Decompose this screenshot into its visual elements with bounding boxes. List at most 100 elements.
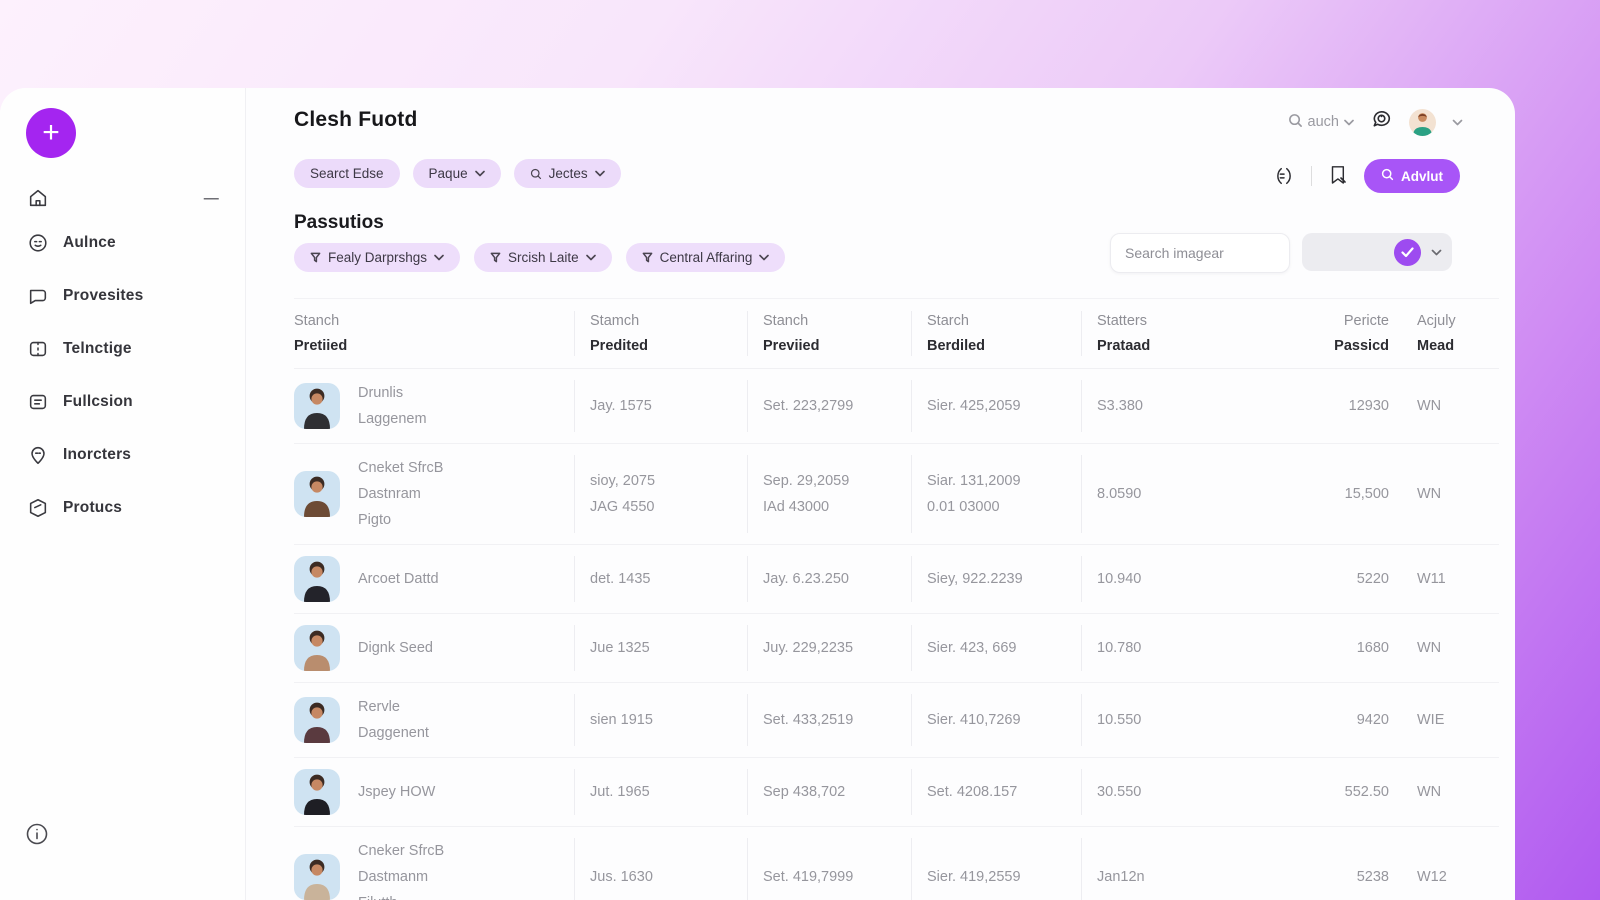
filter-label: Fealy Darprshgs (328, 250, 428, 265)
row-avatar (294, 854, 340, 900)
chevron-down-icon[interactable] (1452, 113, 1463, 131)
sidebar-item-label: Telnctige (63, 339, 132, 357)
column-header: Pericte Passicd (1334, 313, 1389, 354)
cell-mead: WN (1417, 486, 1442, 502)
filter-row: Fealy Darprshgs Srcish Laite Central Aff… (294, 243, 1515, 272)
currency-icon[interactable] (1273, 165, 1295, 187)
ticket-icon (26, 337, 49, 360)
select-dropdown[interactable] (1302, 233, 1452, 271)
sidebar-collapse-dash[interactable]: — (203, 189, 219, 207)
table-header: Stanch Pretiied Stamch Predited Stanch Previi… (294, 298, 1499, 369)
chevron-down-icon (585, 254, 596, 261)
sidebar-item-fullcsion[interactable]: Fullcsion (26, 375, 219, 428)
info-icon[interactable] (25, 822, 49, 846)
cell-mead: WN (1417, 398, 1442, 414)
cell-mead: W11 (1417, 571, 1446, 587)
cell-prataad: Jan12n (1081, 838, 1299, 900)
sidebar-item-label: Provesites (63, 286, 144, 304)
chevron-down-icon (1431, 243, 1442, 261)
pin-icon (26, 443, 49, 466)
cell-name: Cneket SfrcB Dastnram Pigto (294, 455, 574, 533)
cell-previied: Juy. 229,2235 (747, 625, 911, 671)
cell-prataad: 10.780 (1081, 625, 1299, 671)
cell-passicd: 5238 (1356, 869, 1389, 885)
search-icon (530, 168, 541, 179)
sidebar-item-telnctige[interactable]: Telnctige (26, 322, 219, 375)
cell-previied: Sep 438,702 (747, 769, 911, 815)
quick-chip-row: Searct Edse Paque Jectes (294, 159, 1515, 188)
filter-srcish-laite[interactable]: Srcish Laite (474, 243, 612, 272)
chip-jectes[interactable]: Jectes (513, 159, 621, 188)
cell-name: Drunlis Laggenem (294, 380, 574, 432)
sidebar-item-label: Inorcters (63, 445, 132, 463)
chip-label: Searct Edse (310, 166, 384, 181)
chevron-down-icon (594, 170, 605, 177)
sidebar-item-home[interactable]: — (26, 180, 219, 216)
filter-label: Central Affaring (659, 250, 753, 265)
primary-action-button[interactable]: Advlut (1364, 159, 1460, 193)
search-icon (1381, 168, 1394, 184)
table-toolbar (1110, 233, 1452, 273)
column-header: Stamch Predited (574, 311, 747, 356)
table-row[interactable]: Jspey HOW Jut. 1965 Sep 438,702 Set. 4208.1… (294, 758, 1499, 827)
topbar-search[interactable]: auch (1288, 113, 1354, 132)
cell-predited: Jay. 1575 (574, 380, 747, 432)
search-input[interactable] (1110, 233, 1290, 273)
check-icon[interactable] (1394, 238, 1421, 266)
sidebar-item-aulnce[interactable]: Aulnce (26, 216, 219, 269)
cell-predited: det. 1435 (574, 556, 747, 602)
table-row[interactable]: Dignk Seed Jue 1325 Juy. 229,2235 Sier. 423… (294, 614, 1499, 683)
cell-name: Arcoet Dattd (294, 556, 574, 602)
table-row[interactable]: Arcoet Dattd det. 1435 Jay. 6.23.250 Siey, … (294, 545, 1499, 614)
cell-berdiled: Set. 4208.157 (911, 769, 1081, 815)
column-header: Stanch Previied (747, 311, 911, 356)
column-header: Stanch Pretiied (294, 313, 348, 354)
sidebar-item-protucs[interactable]: Protucs (26, 481, 219, 534)
cell-berdiled: Sier. 419,2559 (911, 838, 1081, 900)
table-row[interactable]: Drunlis Laggenem Jay. 1575 Set. 223,2799 Sie… (294, 369, 1499, 444)
cell-passicd: 552.50 (1344, 784, 1389, 800)
sidebar-item-inorcters[interactable]: Inorcters (26, 428, 219, 481)
sidebar-item-provesites[interactable]: Provesites (26, 269, 219, 322)
topbar-icon-row: auch (1288, 108, 1463, 136)
cell-name: Cneker SfrcBDastmanmFilutth (294, 838, 574, 900)
chevron-down-icon (759, 254, 770, 261)
filter-fealy-darprshgs[interactable]: Fealy Darprshgs (294, 243, 461, 272)
column-header: Statters Prataad (1081, 311, 1299, 356)
chat-icon[interactable] (1370, 108, 1393, 136)
package-icon (26, 496, 49, 519)
column-header: Acjuly Mead (1417, 313, 1456, 354)
divider (1311, 166, 1312, 186)
table-row[interactable]: Cneker SfrcBDastmanmFilutthJus. 1630Set.… (294, 827, 1499, 900)
sidebar: + — Aulnce Provesites Telnctige Fullcsion Ino… (0, 88, 246, 900)
table-body: Drunlis Laggenem Jay. 1575 Set. 223,2799 Sie… (294, 369, 1499, 900)
app-window: + — Aulnce Provesites Telnctige Fullcsion Ino… (0, 88, 1515, 900)
chat-icon (26, 284, 49, 307)
chip-paque[interactable]: Paque (412, 159, 501, 188)
cell-berdiled: Sier. 423, 669 (911, 625, 1081, 671)
bookmark-icon[interactable] (1328, 165, 1348, 187)
add-button[interactable]: + (26, 108, 76, 158)
filter-central-affaring[interactable]: Central Affaring (625, 243, 786, 272)
topbar-search-label: auch (1307, 114, 1339, 130)
face-icon (26, 231, 49, 254)
user-avatar[interactable] (1409, 108, 1436, 136)
cell-mead: W12 (1417, 869, 1447, 885)
row-avatar (294, 625, 340, 671)
cell-previied: Set. 433,2519 (747, 694, 911, 746)
row-avatar (294, 383, 340, 429)
cell-name: Dignk Seed (294, 625, 574, 671)
cell-prataad: 30.550 (1081, 769, 1299, 815)
column-header: Starch Berdiled (911, 311, 1081, 356)
row-avatar (294, 697, 340, 743)
cell-prataad: 10.550 (1081, 694, 1299, 746)
cell-previied: Jay. 6.23.250 (747, 556, 911, 602)
primary-action-label: Advlut (1401, 168, 1443, 184)
chip-searct-edse[interactable]: Searct Edse (294, 159, 400, 188)
cell-passicd: 1680 (1356, 640, 1389, 656)
cell-prataad: 10.940 (1081, 556, 1299, 602)
cell-mead: WN (1417, 640, 1442, 656)
table-row[interactable]: Cneket SfrcB Dastnram Pigto sioy, 2075 JAG 4… (294, 444, 1499, 545)
cell-passicd: 12930 (1348, 398, 1389, 414)
table-row[interactable]: Rervle Daggenent sien 1915 Set. 433,2519 Sie… (294, 683, 1499, 758)
